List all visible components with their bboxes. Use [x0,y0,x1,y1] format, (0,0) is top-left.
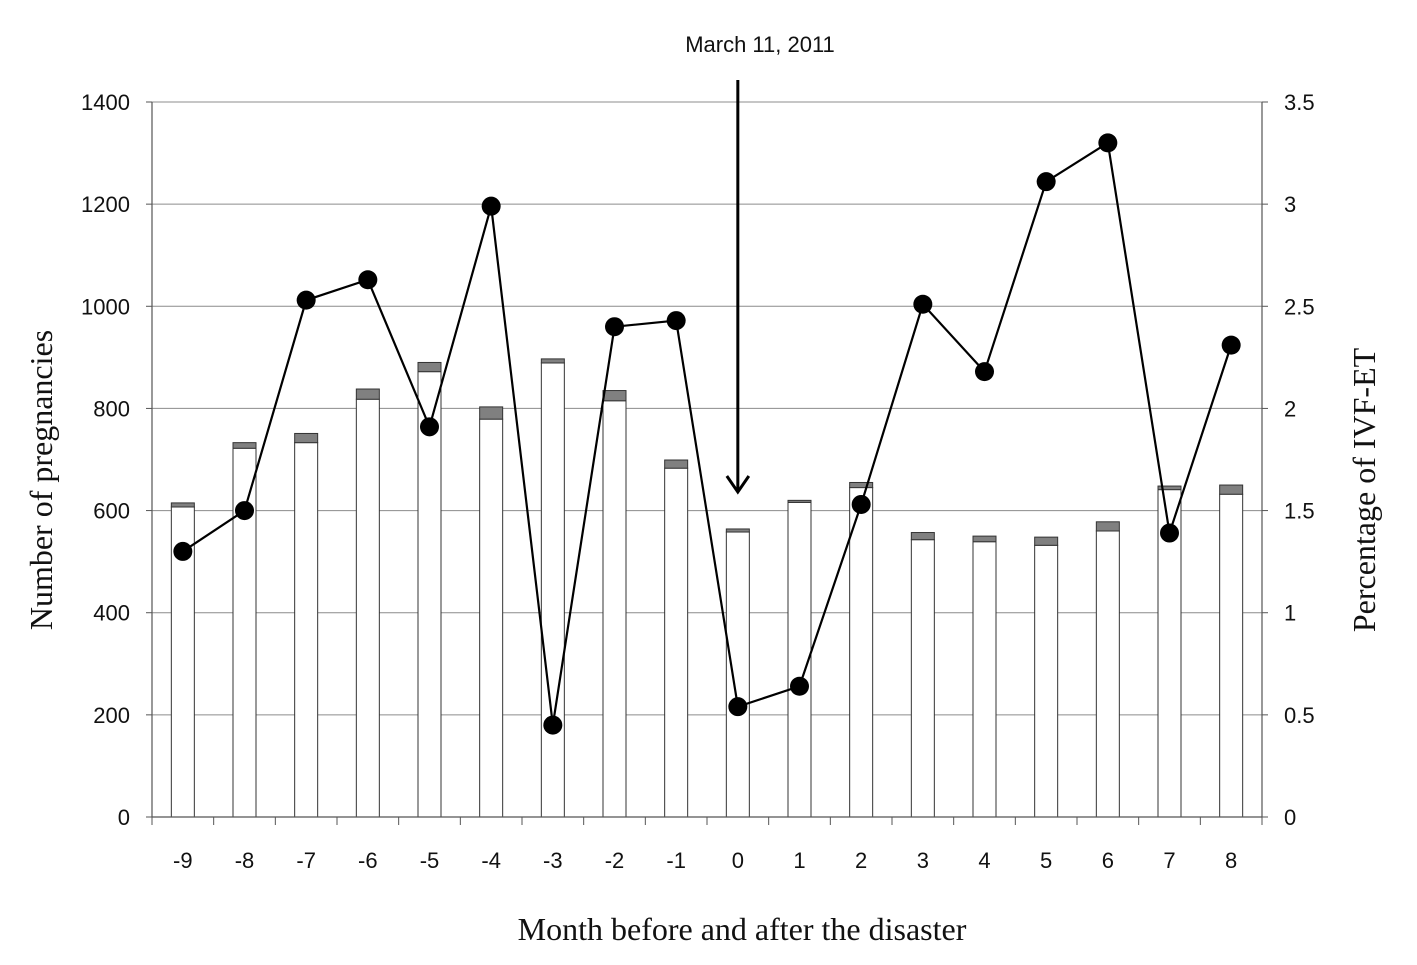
bar [1219,493,1244,818]
line-point [913,294,933,314]
line-point [420,417,439,437]
x-tick-label: -2 [605,848,625,873]
bar-segment [232,442,257,449]
x-tick-label: -4 [481,848,501,873]
line-point [173,541,193,561]
annotation-label: March 11, 2011 [685,32,835,57]
y-tick-label: 600 [93,499,130,524]
y2-tick-label: 1.5 [1284,499,1315,524]
y-tick-label: 0 [118,805,130,830]
x-tick-label: -6 [358,848,378,873]
annotation: March 11, 2011 [685,32,835,495]
bar-segment [602,390,627,402]
bar [602,400,627,818]
bar-segment [1219,484,1244,495]
line-point [605,317,624,337]
line-point [296,290,316,310]
bar-segment [664,459,689,469]
bar-segment [170,502,195,508]
bar-segment [787,499,812,503]
bars [170,358,1244,818]
x-tick-label: -7 [296,848,316,873]
y2-tick-label: 0 [1284,805,1296,830]
bar-segment [725,528,750,533]
y-tick-label: 800 [93,396,130,421]
line-point [1098,133,1118,153]
gridlines [152,101,1262,716]
y2-tick-label: 3.5 [1284,90,1315,115]
line-point [1160,523,1179,543]
bar [355,398,380,818]
x-tick-label: -9 [173,848,193,873]
bar [417,371,442,818]
bar-segment [1095,521,1120,532]
line-point [1036,172,1056,192]
bar [540,362,565,818]
bar-segment [972,535,997,543]
x-tick-label: 6 [1102,848,1114,873]
annotation-arrowhead [725,475,751,495]
x-tick-label: -3 [543,848,563,873]
x-tick-label: 7 [1163,848,1175,873]
line-point [975,362,994,382]
bar-segment [1034,536,1059,546]
y-tick-label: 200 [93,703,130,728]
x-tick-label: 4 [978,848,990,873]
bar-segment [355,388,380,400]
x-tick-label: 2 [855,848,867,873]
y-axis-title: Number of pregnancies [23,330,59,630]
x-tick-label: 0 [732,848,744,873]
bar [1095,530,1120,818]
line-point [235,501,254,521]
bar [479,418,504,818]
y-tick-label: 1000 [81,294,130,319]
y2-tick-label: 2.5 [1284,294,1315,319]
x-tick-label: -1 [666,848,686,873]
bar [664,467,689,818]
x-tick-label: -8 [235,848,255,873]
y2-tick-label: 3 [1284,192,1296,217]
line-point [1221,335,1241,355]
bar-segment [540,358,565,364]
bar-segment [1157,485,1182,491]
line-point [851,494,871,514]
x-tick-label: 3 [917,848,929,873]
y2-tick-label: 0.5 [1284,703,1315,728]
line-point [358,270,378,290]
x-axis-title: Month before and after the disaster [518,911,967,947]
y2-tick-label: 2 [1284,396,1296,421]
line-point [666,311,686,331]
bar [1034,544,1059,818]
y-tick-label: 400 [93,601,130,626]
line-series [173,133,1241,735]
y2-axis-title: Percentage of IVF-ET [1346,347,1382,632]
bar [294,442,319,818]
bar-segment [479,406,504,420]
x-tick-label: 5 [1040,848,1052,873]
bar-segment [910,532,935,541]
bar-segment [849,481,874,489]
line-point [481,196,501,216]
line-point [790,676,809,696]
line-path [182,141,1233,726]
axes [146,101,1268,825]
y-tick-label: 1400 [81,90,130,115]
bar-segment [417,361,442,373]
y-tick-label: 1200 [81,192,130,217]
x-tick-label: 1 [793,848,805,873]
x-tick-label: -5 [420,848,440,873]
bar [910,539,935,818]
line-point [728,697,748,717]
line-point [543,715,563,735]
x-tick-label: 8 [1225,848,1237,873]
bar [849,487,874,818]
tick-labels: 0 200 400 600 800 1000 1200 1400 0 0.5 1 1.5 2 2.5 3 3.… [81,90,1315,873]
bar-segment [294,432,319,444]
bar [972,541,997,818]
bar [725,531,750,818]
y2-tick-label: 1 [1284,601,1296,626]
